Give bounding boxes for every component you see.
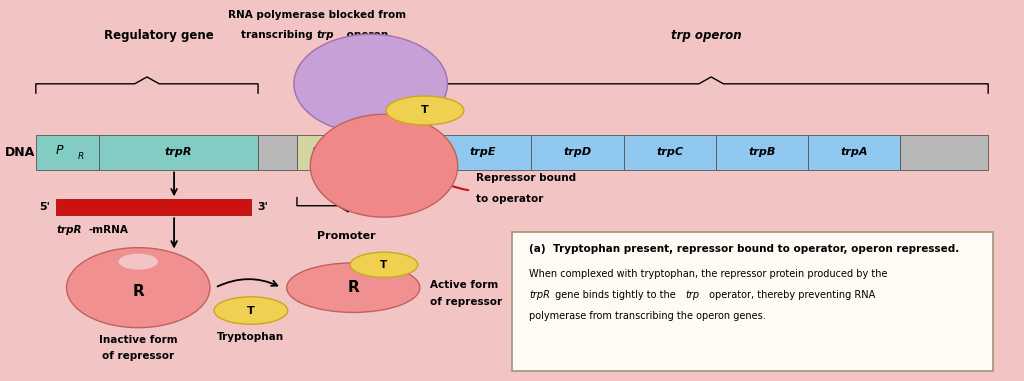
Text: trpA: trpA	[841, 147, 867, 157]
Text: trpD: trpD	[563, 147, 592, 157]
Text: polymerase from transcribing the operon genes.: polymerase from transcribing the operon …	[529, 311, 766, 320]
Ellipse shape	[67, 248, 210, 328]
Text: 5': 5'	[39, 202, 50, 212]
Ellipse shape	[310, 114, 458, 217]
FancyBboxPatch shape	[346, 135, 395, 170]
FancyBboxPatch shape	[99, 135, 258, 170]
Text: R: R	[132, 284, 144, 299]
Text: trpR: trpR	[56, 225, 82, 235]
Text: Repressor bound: Repressor bound	[476, 173, 577, 183]
FancyBboxPatch shape	[531, 135, 624, 170]
Text: R: R	[347, 280, 359, 295]
Text: to operator: to operator	[476, 194, 544, 204]
Text: trp: trp	[685, 290, 699, 299]
Circle shape	[214, 297, 288, 324]
Circle shape	[350, 252, 418, 277]
Text: T: T	[421, 106, 429, 115]
FancyBboxPatch shape	[395, 135, 434, 170]
Text: ‑mRNA: ‑mRNA	[88, 225, 128, 235]
Text: $P$: $P$	[311, 145, 319, 157]
Ellipse shape	[294, 34, 447, 133]
FancyBboxPatch shape	[297, 135, 346, 170]
Ellipse shape	[119, 254, 158, 270]
Text: $trp$: $trp$	[330, 149, 342, 162]
Text: trpE: trpE	[470, 147, 496, 157]
FancyBboxPatch shape	[434, 135, 531, 170]
Text: Active form: Active form	[430, 280, 499, 290]
Circle shape	[287, 263, 420, 312]
Text: trpC: trpC	[656, 147, 683, 157]
FancyBboxPatch shape	[36, 135, 99, 170]
Text: T: T	[247, 306, 255, 315]
Text: 3': 3'	[257, 202, 268, 212]
Text: trpB: trpB	[749, 147, 775, 157]
Text: Regulatory gene: Regulatory gene	[103, 29, 214, 42]
Text: L: L	[412, 147, 418, 157]
FancyBboxPatch shape	[624, 135, 716, 170]
Text: Promoter: Promoter	[316, 231, 376, 240]
Text: Tryptophan: Tryptophan	[217, 332, 285, 342]
Text: $R$: $R$	[77, 150, 85, 161]
Text: trp: trp	[316, 30, 334, 40]
Circle shape	[386, 96, 464, 125]
Text: T: T	[380, 260, 388, 270]
Text: Tryptophan present, repressor bound to operator, operon repressed.: Tryptophan present, repressor bound to o…	[553, 244, 959, 254]
Text: of repressor: of repressor	[430, 297, 502, 307]
Text: Inactive form: Inactive form	[99, 335, 177, 345]
Text: trpR: trpR	[529, 290, 550, 299]
Text: gene binds tightly to the: gene binds tightly to the	[552, 290, 679, 299]
Text: operon: operon	[343, 30, 388, 40]
Text: of repressor: of repressor	[102, 351, 174, 360]
FancyBboxPatch shape	[716, 135, 808, 170]
Text: $P$: $P$	[54, 144, 65, 157]
Text: operator, thereby preventing RNA: operator, thereby preventing RNA	[706, 290, 874, 299]
Text: transcribing: transcribing	[241, 30, 316, 40]
Text: (a): (a)	[529, 244, 550, 254]
Text: RNA polymerase blocked from: RNA polymerase blocked from	[228, 10, 407, 19]
Text: trpR: trpR	[165, 147, 193, 157]
Text: When complexed with tryptophan, the repressor protein produced by the: When complexed with tryptophan, the repr…	[529, 269, 888, 279]
FancyBboxPatch shape	[258, 135, 297, 170]
Text: trp operon: trp operon	[672, 29, 741, 42]
FancyBboxPatch shape	[56, 199, 251, 215]
FancyBboxPatch shape	[512, 232, 993, 371]
FancyBboxPatch shape	[808, 135, 900, 170]
Text: DNA: DNA	[5, 146, 36, 159]
FancyBboxPatch shape	[900, 135, 988, 170]
Text: O: O	[366, 147, 376, 157]
